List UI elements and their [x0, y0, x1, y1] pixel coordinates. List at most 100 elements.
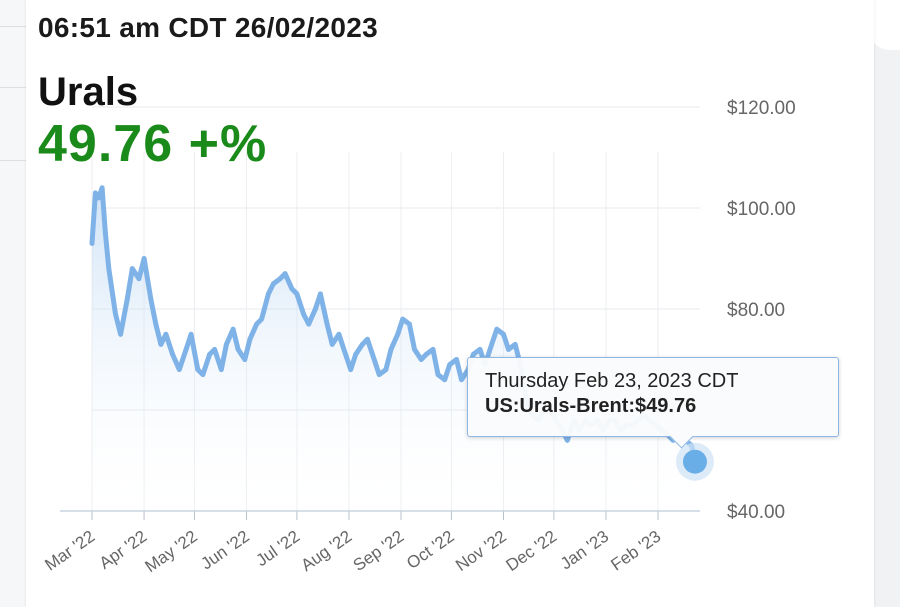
data-point: [118, 331, 123, 337]
x-tick-label: Mar '22: [41, 527, 98, 575]
data-point: [371, 357, 377, 362]
right-panel-edge: [868, 0, 900, 607]
data-point: [247, 336, 253, 342]
data-point: [230, 326, 236, 332]
x-tick-label: Dec '22: [502, 527, 560, 575]
data-point: [388, 347, 394, 352]
data-point: [341, 347, 347, 352]
data-point: [207, 352, 213, 357]
data-point: [442, 377, 448, 383]
data-point: [271, 281, 276, 287]
data-point: [454, 357, 459, 362]
y-tick-label: $120.00: [727, 98, 796, 119]
data-point: [412, 347, 417, 352]
x-tick-label: Nov '22: [452, 527, 510, 575]
x-tick-label: Jun '22: [197, 527, 252, 574]
data-point: [129, 266, 135, 271]
data-point: [407, 321, 412, 327]
data-point: [501, 331, 506, 337]
data-point: [153, 321, 159, 327]
data-point: [176, 367, 182, 372]
data-point: [564, 437, 570, 443]
y-tick-label: $80.00: [727, 300, 785, 321]
data-point: [195, 367, 201, 372]
chart-tooltip: Thursday Feb 23, 2023 CDT US:Urals-Brent…: [467, 357, 839, 449]
data-point: [376, 372, 382, 377]
data-point: [96, 195, 102, 201]
data-point: [188, 331, 194, 337]
data-point: [324, 321, 330, 327]
hover-marker[interactable]: [682, 449, 707, 474]
data-point: [254, 321, 259, 327]
data-point: [477, 347, 483, 352]
data-point: [277, 276, 283, 282]
data-point: [470, 352, 476, 357]
data-point: [418, 357, 424, 362]
data-point: [141, 256, 147, 261]
instrument-title: Urals: [38, 70, 139, 114]
data-point: [294, 291, 300, 297]
data-point: [259, 316, 264, 322]
data-point: [329, 342, 335, 347]
data-point: [318, 291, 323, 297]
data-point: [301, 311, 306, 317]
data-point: [212, 347, 218, 352]
data-point: [170, 352, 176, 357]
data-point: [336, 331, 342, 337]
x-tick-label: Aug '22: [298, 527, 356, 575]
data-point: [400, 316, 406, 322]
data-point: [435, 372, 441, 377]
data-point: [423, 352, 429, 357]
tooltip-series-label: US:Urals-Brent:: [485, 395, 636, 417]
data-point: [383, 367, 389, 372]
x-tick-label: Feb '23: [607, 527, 664, 575]
left-panel-divider: [0, 26, 26, 27]
data-point: [266, 291, 271, 297]
data-point: [124, 296, 130, 302]
data-point: [306, 321, 312, 327]
data-point: [459, 377, 464, 383]
data-point: [289, 286, 295, 292]
left-panel-strip: [0, 0, 26, 607]
data-point: [89, 241, 95, 246]
data-point: [282, 271, 288, 276]
y-tick-label: $40.00: [727, 502, 785, 523]
tooltip-date: Thursday Feb 23, 2023 CDT: [485, 370, 739, 392]
y-tick-label: $100.00: [727, 199, 796, 220]
data-point: [512, 342, 518, 347]
left-panel-divider: [0, 160, 26, 161]
data-point: [365, 336, 370, 342]
data-point: [489, 342, 495, 347]
x-tick-label: May '22: [142, 527, 201, 576]
data-point: [163, 331, 169, 337]
data-point: [103, 230, 108, 236]
x-tick-label: Sep '22: [350, 527, 408, 575]
data-point: [494, 326, 500, 332]
left-panel-divider: [0, 87, 26, 88]
data-point: [506, 347, 511, 352]
x-tick-label: Jul '22: [252, 527, 303, 570]
timestamp: 06:51 am CDT 26/02/2023: [38, 12, 379, 43]
x-tick-label: Oct '22: [403, 527, 458, 573]
data-point: [447, 362, 453, 367]
x-tick-label: Apr '22: [96, 527, 151, 573]
data-point: [106, 266, 112, 271]
tooltip-series-value: $49.76: [635, 395, 697, 417]
y-axis-labels: $40.00 $80.00 $100.00 $120.00: [727, 98, 796, 523]
data-point: [360, 342, 365, 347]
data-point: [113, 311, 118, 317]
x-tick-label: Jan '23: [557, 527, 612, 574]
data-point: [200, 372, 206, 377]
data-point: [313, 306, 318, 312]
data-point: [353, 352, 359, 357]
data-point: [99, 185, 105, 191]
data-point: [430, 347, 436, 352]
data-point: [395, 331, 401, 337]
price-value: 49.76 +%: [38, 115, 268, 173]
data-point: [158, 342, 164, 347]
data-point: [136, 276, 142, 282]
data-point: [93, 190, 98, 196]
data-point: [218, 367, 224, 372]
data-point: [148, 296, 154, 302]
